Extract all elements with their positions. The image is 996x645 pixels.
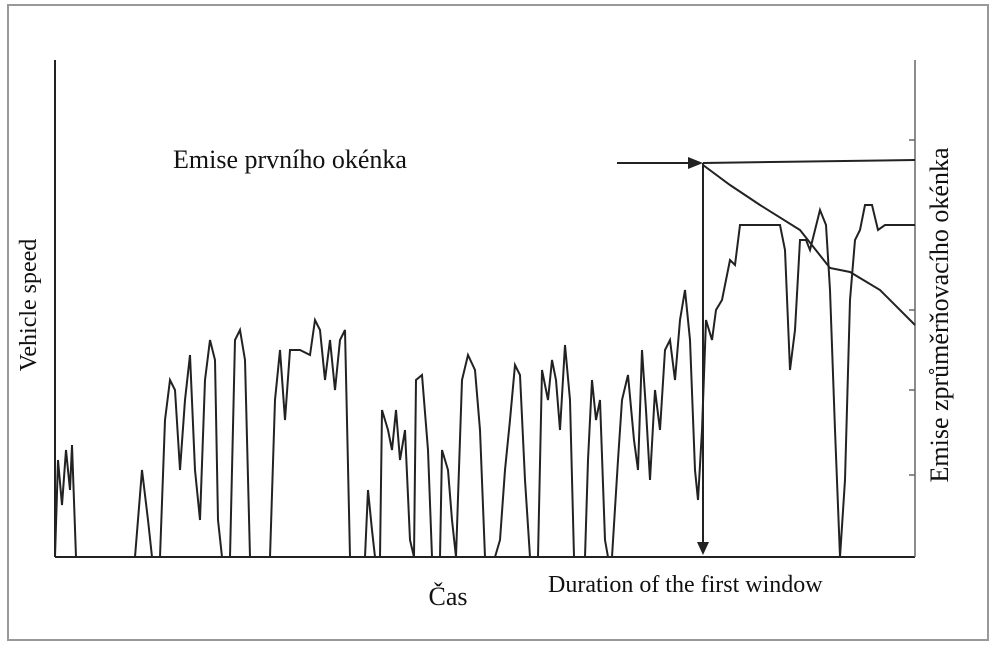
x-axis-label: Čas: [429, 582, 468, 611]
window-emission-line: [702, 159, 916, 164]
window-emission-label: Emise prvního okénka: [173, 145, 407, 174]
y-axis-label: Vehicle speed: [16, 239, 42, 372]
arrow-head: [688, 157, 703, 169]
duration-label: Duration of the first window: [548, 572, 823, 598]
speed-trace: [54, 204, 915, 558]
y2-axis-label: Emise zprůměrňovacího okénka: [925, 147, 954, 482]
frame: [7, 4, 989, 641]
duration-head: [697, 542, 709, 555]
averaging-emission-line: [702, 164, 916, 326]
